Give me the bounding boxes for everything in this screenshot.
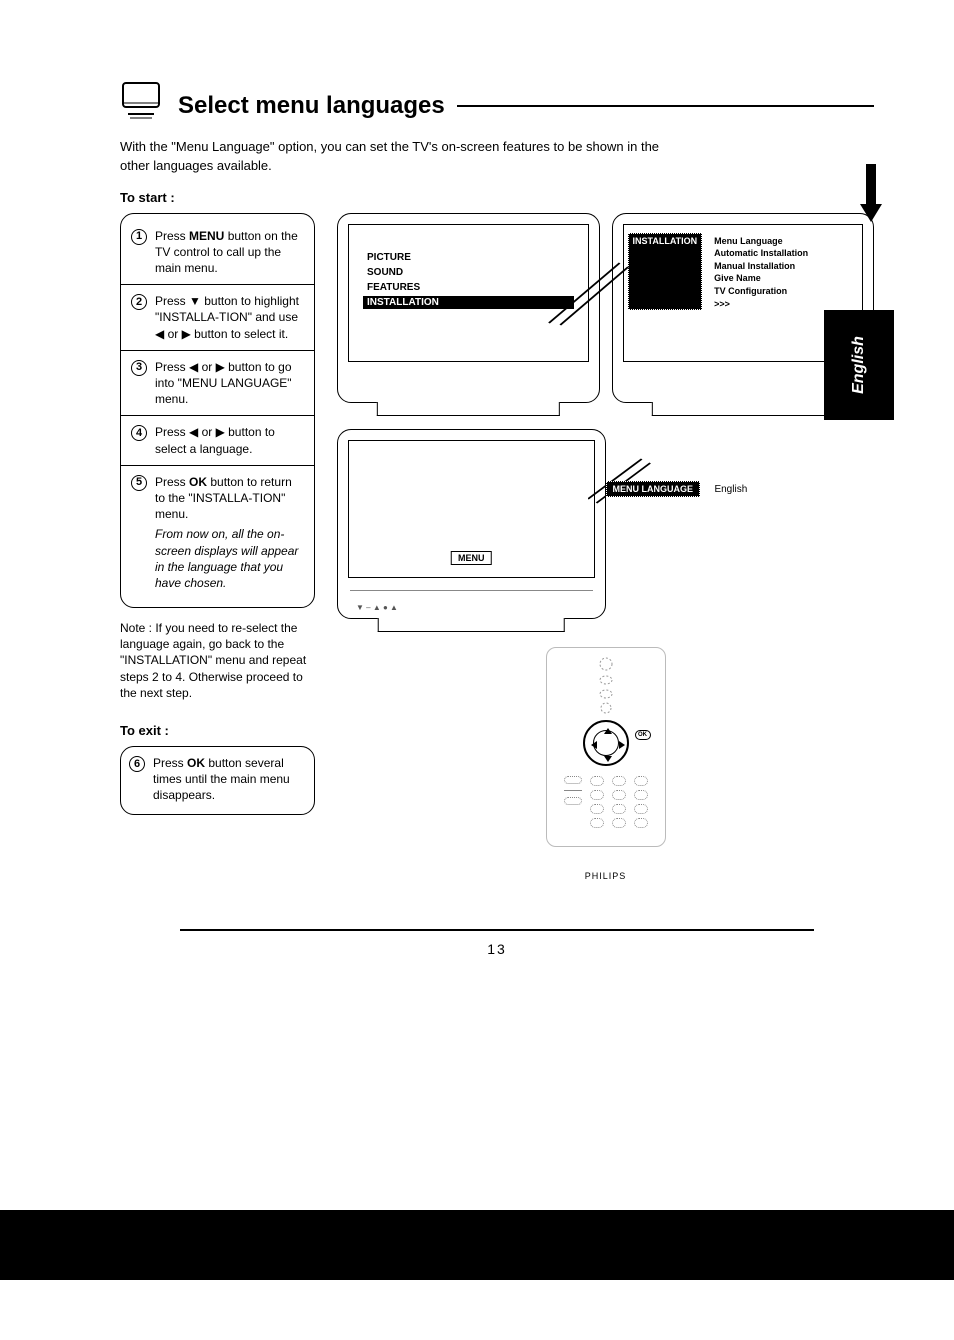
step-1: 1 Press MENU button on the TV control to…: [129, 222, 306, 283]
to-exit-label: To exit :: [120, 723, 315, 738]
step-num-4: 4: [131, 425, 147, 441]
power-icon: [598, 656, 614, 672]
tv-base-controls: ▼ – ▲ ● ▲: [350, 590, 593, 612]
step-2: 2 Press ▼ button to highlight "INSTALLA-…: [129, 287, 306, 348]
remote-button: [590, 804, 604, 814]
remote-icon: [598, 674, 614, 686]
remote-button: [612, 776, 626, 786]
menu-language-title: MENU LANGUAGE: [606, 481, 701, 497]
step-num-5: 5: [131, 475, 147, 491]
dpad-icon: [583, 720, 629, 766]
language-tab: English: [824, 310, 894, 420]
tv-screen-menu-button: MENU ▼ – ▲ ● ▲: [337, 429, 606, 619]
footer-strip: [0, 1210, 954, 1280]
menu-item-installation: INSTALLATION: [363, 296, 574, 309]
step-num-6: 6: [129, 756, 145, 772]
page-title: Select menu languages: [178, 92, 874, 120]
remote-button: [564, 797, 582, 805]
title-rule: [457, 105, 874, 107]
remote-button: [634, 790, 648, 800]
menu-item-features: FEATURES: [363, 281, 574, 294]
step-6: 6 Press OK button several times until th…: [129, 755, 304, 804]
remote-button: [564, 776, 582, 784]
remote-icon: [598, 688, 614, 700]
remote-button: [612, 804, 626, 814]
remote-button: [590, 790, 604, 800]
step-5-note: From now on, all the on-screen displays …: [155, 526, 304, 591]
installation-title: INSTALLATION: [628, 233, 703, 311]
step-3: 3 Press ◀ or ▶ button to go into "MENU L…: [129, 353, 306, 414]
language-tab-label: English: [850, 336, 868, 394]
installation-submenu: Menu Language Automatic Installation Man…: [714, 235, 808, 311]
menu-item-picture: PICTURE: [363, 251, 574, 264]
step-5: 5 Press OK button to return to the "INST…: [129, 468, 306, 597]
remote-button: [634, 804, 648, 814]
remote-button: [634, 818, 648, 828]
tv-section-icon: [120, 80, 162, 120]
remote-button: [612, 790, 626, 800]
menu-language-screen: MENU LANGUAGE English: [606, 479, 748, 497]
diagrams-column: PICTURE SOUND FEATURES INSTALLATION INST…: [337, 213, 874, 881]
tv-screen-main-menu: PICTURE SOUND FEATURES INSTALLATION: [337, 213, 600, 403]
remote-button: [590, 776, 604, 786]
brand-label: PHILIPS: [337, 871, 874, 881]
menu-language-value: English: [714, 484, 747, 495]
to-start-label: To start :: [120, 190, 874, 205]
remote-button: [634, 776, 648, 786]
step-num-2: 2: [131, 294, 147, 310]
reselect-note: Note : If you need to re-select the lang…: [120, 620, 315, 701]
step-6-block: 6 Press OK button several times until th…: [120, 746, 315, 815]
main-menu-list: PICTURE SOUND FEATURES INSTALLATION: [357, 233, 580, 327]
remote-icon: [598, 702, 614, 714]
step-num-1: 1: [131, 229, 147, 245]
intro-text: With the "Menu Language" option, you can…: [120, 138, 690, 176]
menu-item-sound: SOUND: [363, 266, 574, 279]
remote-button: [612, 818, 626, 828]
remote-button: [590, 818, 604, 828]
menu-button-label: MENU: [451, 551, 492, 565]
remote-control: OK: [546, 647, 666, 847]
step-4: 4 Press ◀ or ▶ button to select a langua…: [129, 418, 306, 462]
step-num-3: 3: [131, 360, 147, 376]
page-number: 13: [120, 941, 874, 957]
arrow-down-icon: [858, 164, 884, 224]
title-text: Select menu languages: [178, 92, 445, 120]
ok-button: OK: [635, 730, 651, 740]
steps-1-5: 1 Press MENU button on the TV control to…: [120, 213, 315, 608]
